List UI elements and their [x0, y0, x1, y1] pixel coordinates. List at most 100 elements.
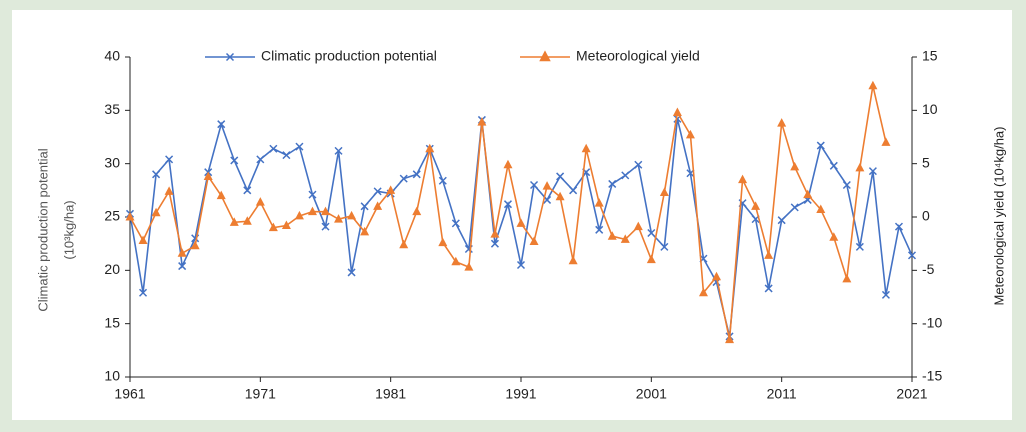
point [386, 185, 396, 194]
point [751, 201, 761, 210]
y2-tick-label: 5 [922, 154, 930, 170]
point [138, 235, 148, 244]
point [790, 203, 799, 212]
point [307, 206, 317, 216]
point [516, 218, 526, 227]
point [399, 239, 409, 249]
point [503, 159, 513, 169]
point [881, 290, 890, 299]
point [360, 202, 369, 211]
point [242, 216, 252, 225]
point [216, 190, 226, 200]
y2-tick-label: 10 [922, 101, 938, 117]
y2-tick-label: -10 [922, 314, 942, 330]
point [334, 214, 344, 223]
point [152, 170, 161, 179]
point [477, 117, 487, 126]
point [125, 212, 135, 221]
point [594, 198, 604, 207]
y-axis-label: (10³kg/ha) [61, 200, 76, 259]
point [217, 120, 226, 129]
point [608, 179, 617, 188]
y-tick-label: 40 [104, 48, 120, 64]
point [243, 186, 252, 195]
x-tick-label: 2011 [767, 386, 797, 402]
y2-tick-label: -5 [922, 261, 935, 277]
point [203, 171, 213, 180]
point [373, 187, 382, 196]
point [725, 334, 735, 344]
point [868, 167, 877, 176]
point [764, 250, 774, 259]
point [647, 228, 656, 238]
x-tick-label: 1981 [375, 386, 406, 402]
point [451, 256, 461, 266]
point [829, 232, 839, 241]
point [816, 204, 826, 214]
frame [12, 10, 1012, 420]
point [255, 197, 265, 206]
point [373, 201, 383, 210]
point [139, 288, 148, 297]
y2-tick-label: 0 [922, 208, 930, 224]
point [855, 242, 864, 251]
point [308, 190, 317, 199]
point [712, 271, 721, 281]
point [555, 191, 565, 201]
point [256, 155, 265, 164]
point [855, 162, 865, 172]
point [868, 80, 878, 90]
point [321, 222, 330, 231]
y-axis-label: Climatic production potential [35, 148, 50, 311]
point [294, 210, 304, 220]
point [634, 160, 643, 169]
y-tick-label: 15 [104, 314, 120, 330]
point [633, 221, 643, 231]
point [595, 225, 604, 234]
point [321, 206, 330, 216]
point [230, 156, 239, 165]
point [503, 200, 512, 209]
point [360, 226, 370, 236]
point [907, 251, 917, 260]
series-line [129, 85, 887, 340]
y2-tick-label: -15 [922, 368, 942, 384]
point [178, 262, 187, 271]
point [660, 242, 669, 251]
point [581, 143, 591, 153]
point [177, 248, 187, 257]
point [790, 161, 800, 171]
point [347, 210, 357, 220]
legend-marker [225, 52, 235, 62]
point [451, 219, 460, 228]
point [464, 262, 474, 271]
point [190, 240, 200, 250]
point [803, 189, 813, 199]
point [620, 234, 630, 243]
y-tick-label: 35 [104, 101, 120, 117]
y-tick-label: 30 [104, 154, 120, 170]
point [425, 143, 435, 153]
y-tick-label: 20 [104, 261, 120, 277]
point [621, 171, 630, 180]
y-tick-label: 25 [104, 208, 120, 224]
point [738, 174, 748, 184]
point [438, 176, 447, 185]
point [568, 255, 578, 265]
point [334, 146, 343, 155]
point [269, 144, 278, 153]
point [829, 161, 838, 170]
x-tick-label: 1971 [245, 386, 276, 402]
point [842, 273, 852, 283]
point [399, 174, 408, 183]
series-line [129, 118, 913, 337]
point [438, 237, 448, 247]
point [777, 216, 786, 225]
point [529, 236, 539, 246]
point [281, 220, 291, 230]
point [347, 268, 356, 277]
x-tick-label: 2021 [896, 386, 927, 402]
point [490, 229, 500, 238]
point [659, 187, 669, 196]
legend-label: Meteorological yield [576, 48, 700, 64]
